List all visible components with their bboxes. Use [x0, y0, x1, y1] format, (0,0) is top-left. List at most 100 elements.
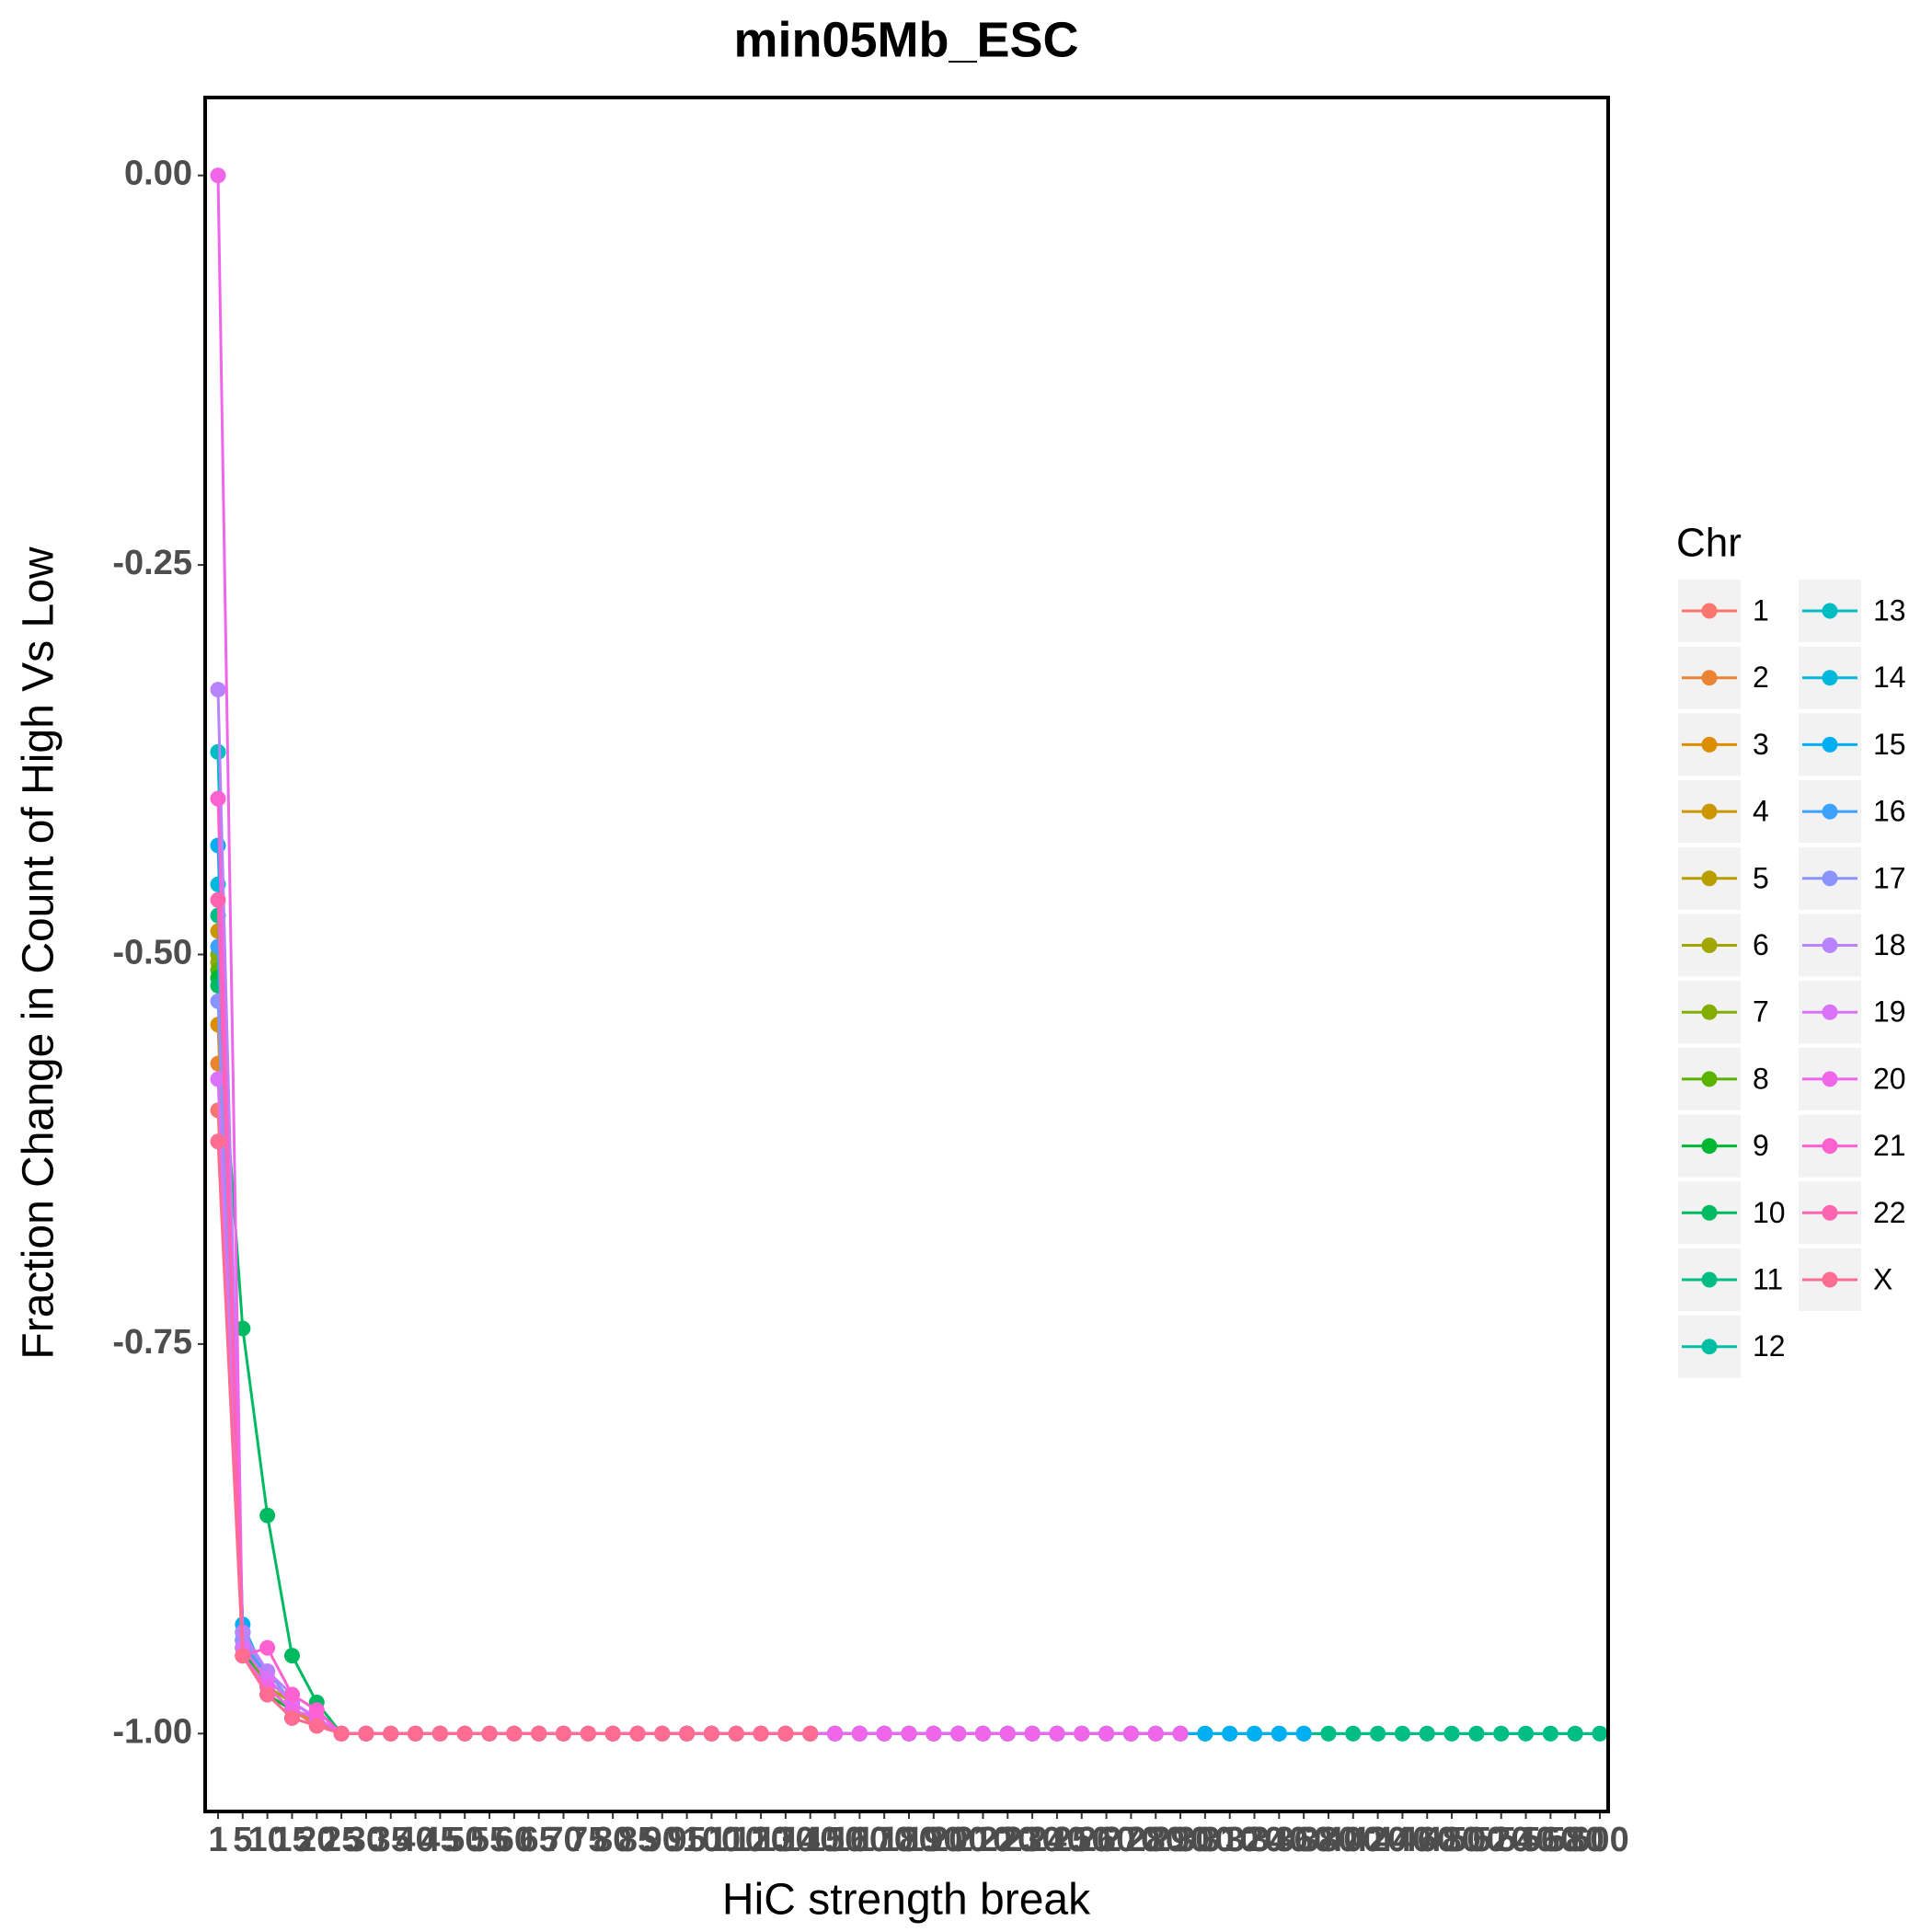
x-tick-label: 240	[1028, 1821, 1086, 1859]
data-point	[1370, 1725, 1386, 1742]
data-point	[580, 1725, 596, 1742]
data-point	[283, 1709, 300, 1726]
x-tick-label: 310	[1201, 1821, 1259, 1859]
legend-label: 7	[1753, 995, 1769, 1029]
x-tick-label: 160	[831, 1821, 889, 1859]
data-point	[1295, 1725, 1312, 1742]
legend-label: 18	[1873, 928, 1906, 961]
data-point	[654, 1725, 671, 1742]
data-point	[1468, 1725, 1485, 1742]
data-point	[259, 1639, 276, 1656]
data-point	[1271, 1725, 1287, 1742]
x-tick-label: 580	[1546, 1821, 1604, 1859]
data-point	[1542, 1725, 1558, 1742]
x-tick-label: 540	[1497, 1821, 1555, 1859]
data-point	[210, 167, 226, 184]
x-tick-label: 170	[855, 1821, 913, 1859]
data-point	[679, 1725, 696, 1742]
data-point	[1493, 1725, 1510, 1742]
x-tick-label: 10	[248, 1821, 287, 1859]
legend-label: X	[1873, 1262, 1892, 1295]
data-point	[506, 1725, 523, 1742]
x-tick-label: 460	[1398, 1821, 1456, 1859]
data-point	[604, 1725, 621, 1742]
x-tick-label: 110	[708, 1821, 765, 1859]
x-tick-label: 20	[297, 1821, 336, 1859]
x-tick-label: 120	[731, 1821, 789, 1859]
legend-label: 12	[1753, 1329, 1786, 1363]
legend-label: 11	[1753, 1262, 1783, 1295]
legend-marker	[1701, 803, 1718, 820]
data-point	[431, 1725, 448, 1742]
x-tick-label: 600	[1570, 1821, 1628, 1859]
x-tick-label: 480	[1422, 1821, 1480, 1859]
legend-label: 1	[1753, 593, 1769, 627]
data-point	[876, 1725, 892, 1742]
data-point	[1222, 1725, 1238, 1742]
x-tick-label: 65	[520, 1821, 558, 1859]
legend-marker	[1822, 937, 1838, 953]
data-point	[1172, 1725, 1189, 1742]
x-tick-label: 140	[781, 1821, 839, 1859]
y-tick-label: -0.75	[112, 1323, 192, 1362]
data-point	[1518, 1725, 1535, 1742]
data-point	[235, 1320, 251, 1337]
legend-marker	[1701, 870, 1718, 887]
legend-marker	[1822, 670, 1838, 686]
legend-label: 2	[1753, 661, 1769, 694]
legend-label: 19	[1873, 995, 1906, 1029]
x-tick-label: 560	[1522, 1821, 1580, 1859]
x-tick-label: 400	[1324, 1821, 1382, 1859]
data-point	[556, 1725, 571, 1742]
legend-label: 17	[1873, 861, 1906, 894]
x-tick-label: 190	[904, 1821, 962, 1859]
data-point	[1098, 1725, 1115, 1742]
x-tick-label: 340	[1250, 1821, 1308, 1859]
x-tick-label: 25	[322, 1821, 361, 1859]
x-tick-label: 60	[495, 1821, 534, 1859]
x-tick-label: 520	[1472, 1821, 1530, 1859]
data-point	[1147, 1725, 1164, 1742]
x-tick-label: 300	[1176, 1821, 1234, 1859]
legend-marker	[1822, 1271, 1838, 1288]
legend-marker	[1822, 1004, 1838, 1020]
x-tick-label: 380	[1299, 1821, 1357, 1859]
data-point	[210, 743, 226, 760]
legend-label: 16	[1873, 795, 1906, 828]
y-tick-label: -0.25	[112, 544, 192, 582]
x-axis-title: HiC strength break	[722, 1876, 1091, 1925]
legend-label: 10	[1753, 1196, 1786, 1229]
legend-marker	[1701, 603, 1718, 619]
data-point	[235, 1648, 251, 1664]
data-point	[999, 1725, 1016, 1742]
legend-marker	[1822, 736, 1838, 753]
x-tick-label: 100	[683, 1821, 741, 1859]
data-point	[210, 790, 226, 807]
x-tick-label: 500	[1447, 1821, 1505, 1859]
data-point	[308, 1718, 325, 1734]
x-tick-label: 70	[544, 1821, 582, 1859]
legend-marker	[1822, 803, 1838, 820]
legend-label: 15	[1873, 728, 1906, 761]
x-tick-label: 290	[1151, 1821, 1209, 1859]
x-tick-label: 30	[347, 1821, 385, 1859]
legend-label: 9	[1753, 1129, 1769, 1162]
legend-label: 14	[1873, 661, 1906, 694]
x-tick-label: 75	[569, 1821, 607, 1859]
legend-label: 13	[1873, 593, 1906, 627]
legend-marker	[1701, 1004, 1718, 1020]
x-tick-label: 440	[1374, 1821, 1432, 1859]
x-tick-label: 40	[396, 1821, 434, 1859]
x-tick-label: 5	[233, 1821, 252, 1859]
legend-marker	[1822, 1204, 1838, 1221]
x-tick-label: 270	[1102, 1821, 1160, 1859]
x-tick-label: 320	[1225, 1821, 1283, 1859]
x-tick-label: 50	[445, 1821, 484, 1859]
data-point	[1122, 1725, 1139, 1742]
data-point	[1247, 1725, 1262, 1742]
legend-label: 4	[1753, 795, 1769, 828]
x-tick-label: 200	[929, 1821, 987, 1859]
x-tick-label: 45	[420, 1821, 459, 1859]
x-tick-label: 250	[1052, 1821, 1110, 1859]
